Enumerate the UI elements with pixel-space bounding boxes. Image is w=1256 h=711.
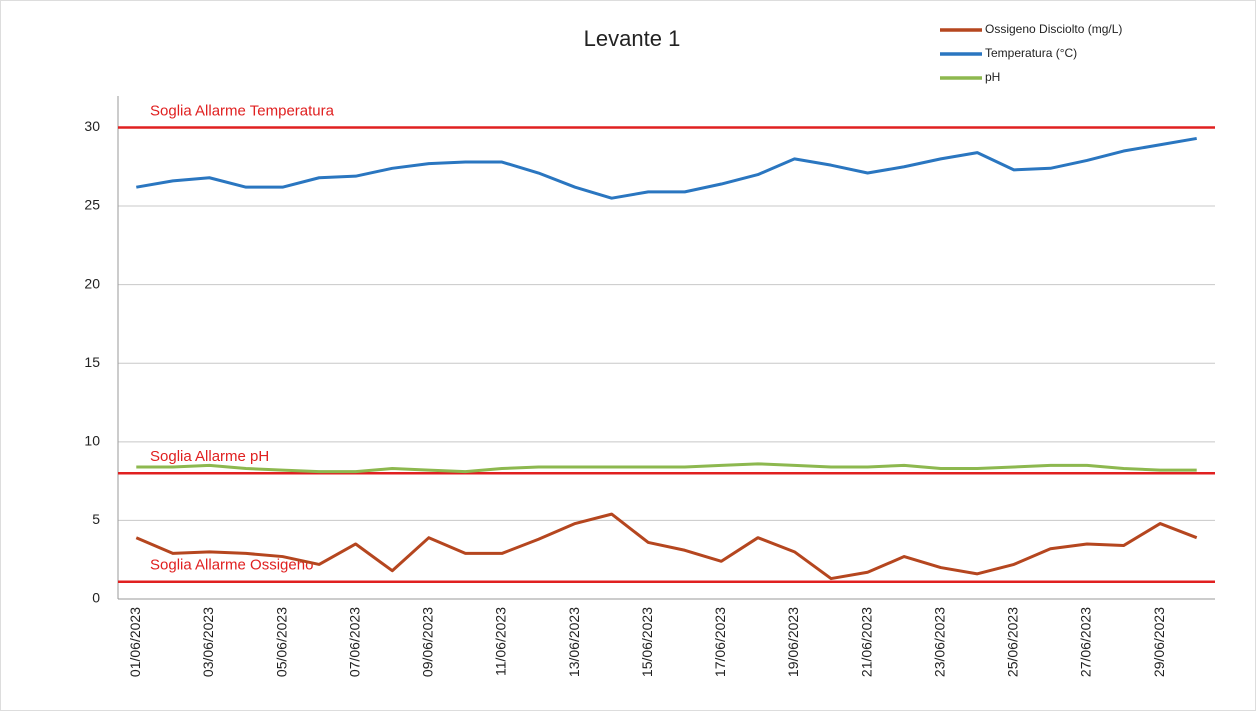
x-tick-label: 19/06/2023 bbox=[785, 607, 801, 677]
y-tick-label: 20 bbox=[84, 275, 100, 291]
y-tick-label: 5 bbox=[92, 511, 100, 527]
threshold-label: Soglia Allarme Ossigeno bbox=[150, 557, 313, 574]
y-tick-label: 10 bbox=[84, 433, 100, 449]
legend-label: Ossigeno Disciolto (mg/L) bbox=[985, 22, 1122, 36]
x-tick-label: 17/06/2023 bbox=[712, 607, 728, 677]
threshold-label: Soglia Allarme Temperatura bbox=[150, 102, 335, 119]
x-tick-label: 13/06/2023 bbox=[566, 607, 582, 677]
y-tick-label: 30 bbox=[84, 118, 100, 134]
y-tick-label: 0 bbox=[92, 590, 100, 606]
x-tick-label: 27/06/2023 bbox=[1078, 607, 1094, 677]
x-tick-label: 11/06/2023 bbox=[493, 607, 509, 676]
x-tick-label: 03/06/2023 bbox=[200, 607, 216, 677]
x-tick-label: 05/06/2023 bbox=[273, 607, 289, 677]
series-line bbox=[135, 512, 1198, 581]
x-tick-label: 07/06/2023 bbox=[346, 607, 362, 677]
chart-title: Levante 1 bbox=[584, 26, 681, 51]
x-tick-label: 09/06/2023 bbox=[420, 607, 436, 677]
x-tick-label: 25/06/2023 bbox=[1005, 607, 1021, 677]
x-tick-label: 21/06/2023 bbox=[858, 607, 874, 677]
x-tick-label: 01/06/2023 bbox=[127, 607, 143, 677]
legend-label: Temperatura (°C) bbox=[985, 46, 1077, 60]
legend-label: pH bbox=[985, 70, 1000, 84]
series-line bbox=[136, 462, 1197, 474]
y-tick-label: 15 bbox=[84, 354, 100, 370]
x-tick-label: 29/06/2023 bbox=[1151, 607, 1167, 677]
y-tick-label: 25 bbox=[84, 197, 100, 213]
threshold-label: Soglia Allarme pH bbox=[150, 448, 269, 465]
series-line bbox=[136, 136, 1197, 200]
x-tick-label: 23/06/2023 bbox=[931, 607, 947, 677]
x-tick-label: 15/06/2023 bbox=[639, 607, 655, 677]
